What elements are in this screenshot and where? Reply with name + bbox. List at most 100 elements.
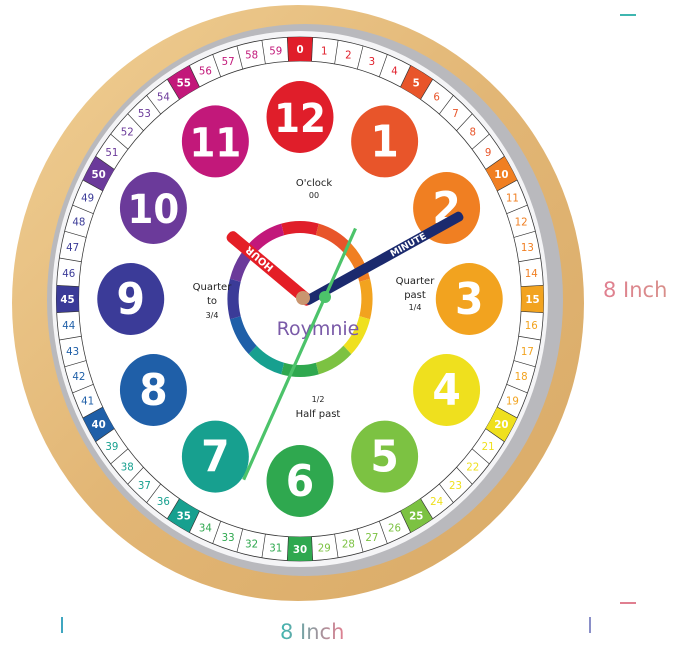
minute-cell: 45 [56, 285, 79, 314]
minute-label: 1 [321, 44, 328, 57]
minute-label: 45 [60, 293, 74, 306]
minute-label: 13 [521, 241, 534, 254]
hour-circle [413, 354, 481, 426]
minute-label: 6 [433, 90, 440, 103]
minute-label: 10 [494, 168, 508, 181]
minute-highlight [82, 156, 115, 191]
minute-cell: 12 [506, 204, 528, 229]
quarter-to-label-1: Quarter [193, 282, 233, 293]
minute-cell: 35 [167, 498, 200, 533]
hour-circle [266, 445, 334, 517]
center-ring-segment [281, 221, 319, 236]
minute-label: 26 [388, 521, 401, 534]
minute-cell: 28 [342, 528, 364, 553]
minute-label: 22 [466, 460, 479, 473]
minute-cell: 18 [513, 360, 536, 383]
minute-cell: 20 [485, 406, 518, 442]
minute-label: 52 [121, 125, 134, 138]
hour-number: 11 [189, 120, 241, 167]
minute-label: 9 [485, 146, 492, 159]
minute-highlight [56, 285, 79, 313]
hour-number: 6 [286, 457, 314, 508]
minute-ring: 0 1 23456789101112131415161718192021222324… [55, 36, 545, 562]
minute-label: 50 [92, 168, 106, 181]
minute-label: 32 [245, 537, 258, 550]
minute-label: 51 [105, 146, 118, 159]
hour-numeral-6: 6 [266, 445, 334, 517]
minute-cell: 33 [222, 528, 244, 553]
minute-label: 7 [452, 107, 459, 120]
minute-cell: 26 [388, 510, 411, 534]
minute-cell: 59 [261, 40, 282, 64]
hour-number: 5 [370, 432, 398, 483]
minute-cell: 54 [146, 90, 170, 115]
minute-label: 12 [515, 215, 528, 228]
minute-cell: 47 [59, 241, 82, 263]
minute-label: 4 [391, 64, 398, 77]
minute-label: 37 [138, 478, 151, 491]
minute-label: 30 [293, 543, 307, 556]
hour-numeral-4: 4 [413, 354, 481, 426]
minute-label: 48 [72, 215, 85, 228]
minute-label: 33 [222, 530, 235, 543]
minute-highlight [167, 498, 200, 533]
minute-cell: 21 [482, 428, 505, 453]
minute-label: 38 [121, 460, 134, 473]
hour-number: 7 [201, 432, 229, 483]
minute-cell: 46 [56, 267, 79, 287]
minute-cell: 42 [72, 370, 94, 394]
hour-circle [413, 172, 481, 244]
minute-label: 36 [157, 495, 170, 508]
minute-label: 2 [345, 48, 352, 61]
minute-cell: 19 [506, 383, 528, 408]
minute-label: 41 [81, 394, 94, 407]
hour-numeral-11: 11 [181, 105, 249, 178]
minute-cell: 3 [356, 45, 375, 70]
minute-highlight [82, 407, 115, 442]
oclock-sub-label: 00 [309, 191, 319, 200]
minute-highlight [485, 156, 518, 191]
center-ring-segment [343, 316, 371, 355]
hand-hub [296, 291, 310, 305]
minute-label: 56 [199, 64, 212, 77]
minute-highlight [521, 285, 544, 313]
quarter-past-label-1: Quarter [396, 276, 436, 287]
minute-cell: 11 [497, 179, 519, 204]
center-ring-segment [359, 278, 373, 320]
hour-circle [351, 105, 419, 178]
minute-cell: 49 [72, 191, 94, 215]
minute-cell: 17 [518, 335, 541, 358]
minute-label: 35 [177, 509, 191, 522]
quarter-to-sub-label: 3/4 [206, 311, 219, 320]
hour-numeral-5: 5 [351, 420, 419, 493]
minute-cell: 8 [456, 113, 476, 139]
minute-cell: 31 [269, 536, 289, 561]
minute-label: 21 [482, 440, 495, 453]
height-dimension-line [620, 14, 636, 604]
minute-label: 18 [515, 370, 528, 383]
minute-cell: 50 [82, 156, 115, 192]
minute-label: 0 [296, 43, 303, 56]
minute-cell: 5 [400, 65, 433, 100]
minute-cell: 43 [64, 345, 87, 368]
minute-cell: 38 [121, 460, 144, 485]
minute-cell: 40 [82, 407, 115, 442]
minute-cell: 53 [127, 107, 151, 131]
minute-label: 16 [525, 319, 538, 332]
hour-circle [181, 105, 249, 178]
minute-cell: 14 [518, 257, 541, 280]
minute-label: 11 [506, 191, 519, 204]
minute-cell: 48 [64, 215, 87, 238]
hour-circle [119, 172, 187, 244]
quarter-past-label-2: past [404, 290, 426, 301]
hour-numeral-3: 3 [435, 263, 503, 335]
minute-cell: 9 [471, 133, 492, 159]
quarter-to-label-2: to [207, 296, 217, 307]
second-hand [242, 227, 357, 481]
minute-label: 19 [506, 394, 519, 407]
center-ring-segment [248, 345, 285, 375]
hour-number: 12 [274, 96, 326, 143]
minute-label: 28 [342, 537, 355, 550]
